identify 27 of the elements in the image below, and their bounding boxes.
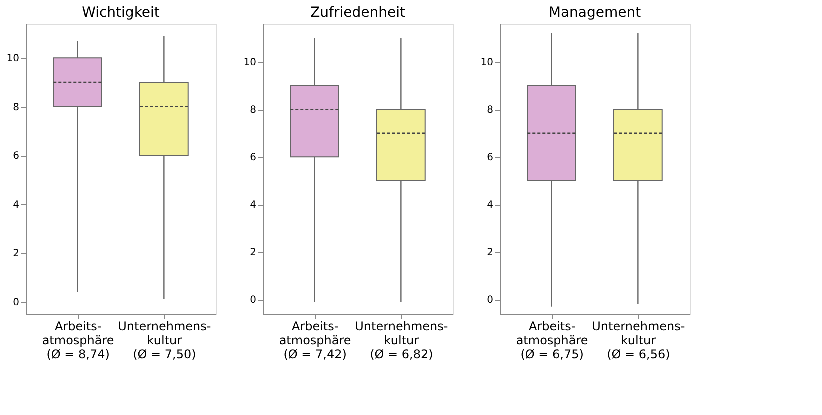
- x-tick-label: Unternehmens- kultur (Ø = 6,82): [355, 320, 448, 362]
- chart-title: Wichtigkeit: [82, 5, 160, 21]
- x-tick-label: Arbeits- atmosphäre (Ø = 8,74): [42, 320, 114, 362]
- y-tick-label: 2: [250, 248, 256, 259]
- x-tick-label: Unternehmens- kultur (Ø = 6,56): [592, 320, 686, 362]
- y-tick-label: 2: [13, 248, 20, 260]
- y-tick-label: 4: [13, 200, 20, 211]
- y-tick-label: 10: [244, 58, 256, 69]
- y-tick-label: 10: [480, 58, 494, 69]
- y-tick-label: 8: [250, 105, 256, 116]
- y-tick-label: 0: [487, 295, 494, 306]
- y-tick-label: 2: [487, 248, 494, 259]
- y-tick-label: 0: [13, 297, 20, 308]
- y-tick-label: 0: [250, 295, 256, 306]
- y-tick-label: 6: [250, 152, 256, 164]
- y-tick-label: 4: [487, 200, 494, 212]
- x-tick-label: Unternehmens- kultur (Ø = 7,50): [118, 320, 212, 362]
- y-tick-label: 4: [250, 200, 256, 212]
- y-tick-label: 10: [6, 54, 20, 65]
- y-tick-label: 8: [13, 102, 20, 114]
- y-tick-label: 8: [487, 105, 494, 116]
- y-tick-label: 6: [487, 152, 494, 164]
- chart-title: Zufriedenheit: [310, 5, 406, 21]
- x-tick-label: Arbeits- atmosphäre (Ø = 6,75): [516, 320, 588, 362]
- chart-title: Management: [548, 5, 642, 21]
- x-tick-label: Arbeits- atmosphäre (Ø = 7,42): [279, 320, 352, 362]
- y-tick-label: 6: [13, 151, 20, 162]
